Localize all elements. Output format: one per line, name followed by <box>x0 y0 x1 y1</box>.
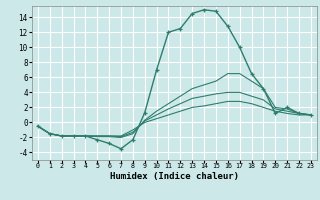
X-axis label: Humidex (Indice chaleur): Humidex (Indice chaleur) <box>110 172 239 181</box>
